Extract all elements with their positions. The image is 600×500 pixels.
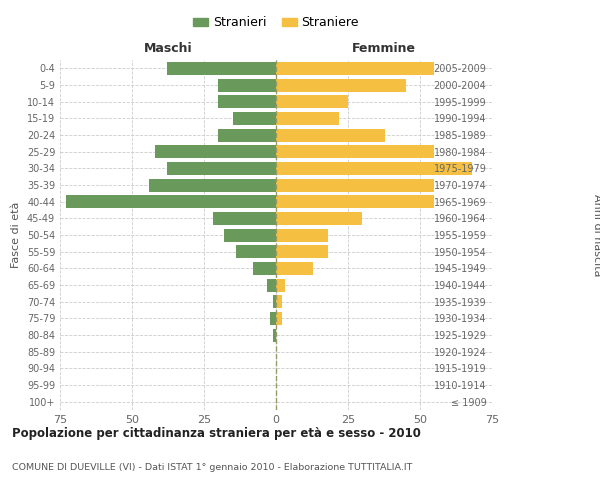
Text: Maschi: Maschi: [143, 42, 193, 55]
Bar: [276, 245, 328, 258]
Bar: [276, 112, 340, 125]
Bar: [253, 262, 276, 275]
Bar: [273, 295, 276, 308]
Bar: [167, 62, 276, 75]
Bar: [66, 195, 276, 208]
Bar: [276, 78, 406, 92]
Bar: [273, 328, 276, 342]
Bar: [276, 162, 472, 175]
Bar: [276, 145, 434, 158]
Bar: [276, 128, 385, 141]
Bar: [233, 112, 276, 125]
Bar: [218, 95, 276, 108]
Legend: Stranieri, Straniere: Stranieri, Straniere: [188, 11, 364, 34]
Bar: [276, 195, 434, 208]
Bar: [167, 162, 276, 175]
Bar: [276, 178, 434, 192]
Text: Anni di nascita: Anni di nascita: [592, 194, 600, 276]
Bar: [218, 78, 276, 92]
Bar: [270, 312, 276, 325]
Bar: [276, 278, 284, 291]
Bar: [276, 262, 313, 275]
Bar: [155, 145, 276, 158]
Bar: [212, 212, 276, 225]
Text: Femmine: Femmine: [352, 42, 416, 55]
Y-axis label: Fasce di età: Fasce di età: [11, 202, 21, 268]
Bar: [276, 62, 434, 75]
Bar: [276, 95, 348, 108]
Bar: [276, 212, 362, 225]
Bar: [276, 228, 328, 241]
Bar: [276, 312, 282, 325]
Bar: [236, 245, 276, 258]
Text: Popolazione per cittadinanza straniera per età e sesso - 2010: Popolazione per cittadinanza straniera p…: [12, 428, 421, 440]
Text: COMUNE DI DUEVILLE (VI) - Dati ISTAT 1° gennaio 2010 - Elaborazione TUTTITALIA.I: COMUNE DI DUEVILLE (VI) - Dati ISTAT 1° …: [12, 462, 412, 471]
Bar: [224, 228, 276, 241]
Bar: [149, 178, 276, 192]
Bar: [276, 295, 282, 308]
Bar: [218, 128, 276, 141]
Bar: [268, 278, 276, 291]
